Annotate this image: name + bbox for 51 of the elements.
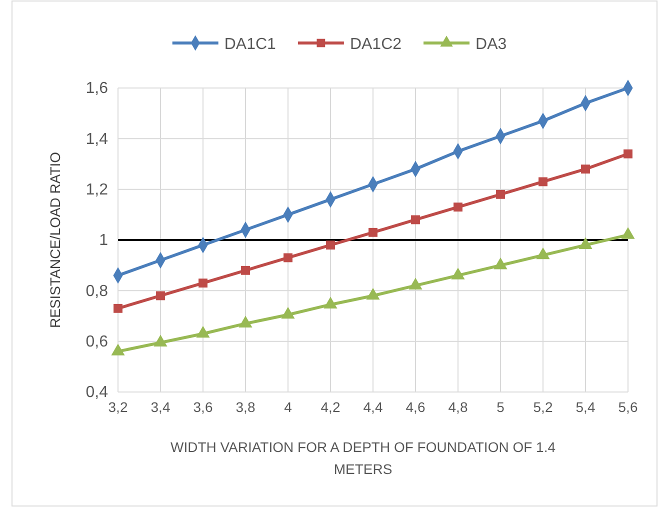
point — [366, 288, 380, 300]
point — [454, 202, 462, 212]
x-tick-label: 4,2 — [320, 398, 340, 415]
x-tick-label: 3,4 — [150, 398, 170, 415]
y-tick-label: 1,6 — [86, 80, 108, 98]
legend-label: DA3 — [476, 36, 507, 53]
point — [408, 278, 422, 290]
point — [581, 164, 590, 174]
point — [284, 253, 292, 262]
y-tick-label: 1,4 — [86, 130, 108, 148]
point — [198, 278, 208, 288]
point — [156, 291, 165, 300]
x-tick-label: 4 — [284, 398, 292, 415]
x-tick-label: 3,8 — [236, 398, 256, 415]
x-tick-label: 4,8 — [448, 398, 468, 415]
point — [624, 149, 632, 158]
x-tick-label: 4,6 — [406, 398, 426, 415]
point — [326, 240, 335, 250]
y-tick-label: 1 — [99, 232, 108, 250]
y-axis-title: RESISTANCE/LOAD RATIO — [47, 152, 63, 328]
x-tick-label: 3,6 — [193, 398, 213, 415]
point — [111, 344, 125, 356]
y-tick-label: 0,8 — [86, 282, 108, 300]
x-tick-label: 3,2 — [108, 398, 128, 415]
x-tick-label: 4,4 — [363, 398, 383, 415]
point — [154, 334, 168, 347]
x-axis-title: WIDTH VARIATION FOR A DEPTH OF FOUNDATION OF 1.4 METERS — [170, 439, 556, 477]
point — [494, 257, 508, 270]
point — [621, 227, 635, 239]
point — [578, 237, 592, 249]
point — [368, 228, 378, 237]
x-tick-label: 5,6 — [618, 398, 638, 415]
point — [411, 215, 420, 224]
point — [241, 266, 250, 275]
point — [281, 306, 295, 319]
point — [324, 296, 338, 309]
point — [451, 268, 465, 280]
point — [536, 247, 550, 260]
y-tick-label: 0,4 — [86, 384, 108, 402]
x-tick-label: 5 — [496, 398, 505, 415]
x-tick-label: 5,4 — [576, 398, 596, 415]
point — [196, 326, 210, 338]
legend-label: DA1C2 — [350, 36, 402, 53]
point — [538, 177, 548, 186]
legend-label: DA1C1 — [224, 36, 276, 53]
point — [114, 304, 122, 313]
x-tick-label: 5,2 — [533, 398, 553, 415]
point — [496, 190, 505, 199]
point — [238, 316, 252, 328]
y-tick-label: 0,6 — [86, 333, 108, 350]
y-tick-label: 1,2 — [86, 181, 108, 198]
